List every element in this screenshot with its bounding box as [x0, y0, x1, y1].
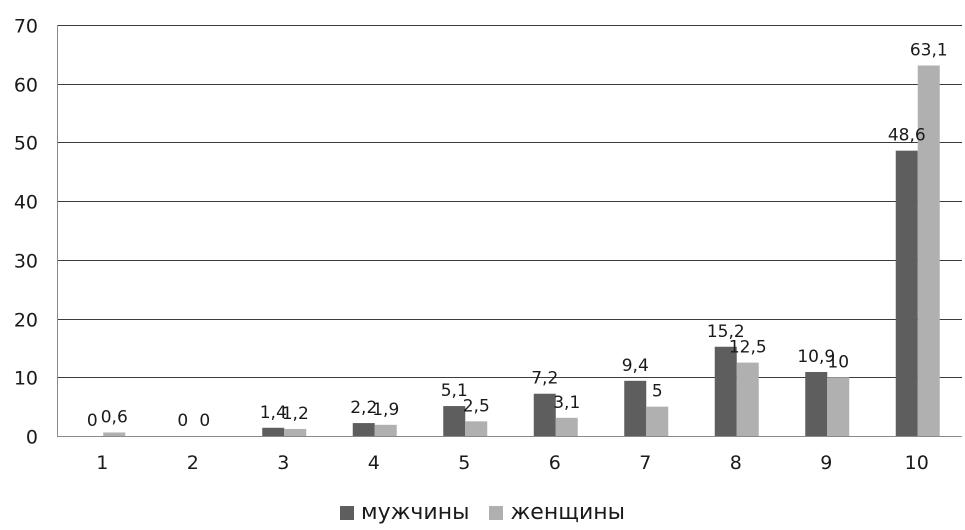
- data-label-women: 0,6: [101, 407, 128, 427]
- x-tick-label: 7: [639, 452, 651, 474]
- data-label-men: 2,2: [350, 398, 377, 418]
- data-label-women: 12,5: [729, 338, 767, 358]
- data-label-men: 15,2: [707, 322, 745, 342]
- bar-men: [443, 406, 466, 436]
- bar-women: [646, 406, 669, 436]
- data-label-women: 3,1: [553, 393, 580, 413]
- bars: [103, 65, 940, 437]
- x-tick-label: 2: [187, 452, 199, 474]
- data-label-women: 1,9: [372, 400, 399, 420]
- data-label-women: 5: [652, 382, 663, 402]
- bar-women: [917, 65, 940, 437]
- bar-women: [827, 377, 850, 436]
- bar-men: [714, 346, 737, 436]
- data-label-women: 2,5: [463, 396, 490, 416]
- data-label-men: 10,9: [797, 347, 835, 367]
- data-label-men: 0: [87, 411, 98, 431]
- y-tick-label: 50: [14, 133, 38, 155]
- legend: мужчины женщины: [0, 500, 965, 525]
- x-tick-label: 3: [277, 452, 289, 474]
- data-label-women: 0: [199, 411, 210, 431]
- bar-women: [284, 428, 307, 436]
- data-label-men: 48,6: [888, 126, 926, 146]
- legend-label-men: мужчины: [360, 500, 470, 525]
- x-tick-label: 6: [549, 452, 561, 474]
- x-tick-label: 5: [458, 452, 470, 474]
- y-tick-label: 20: [14, 310, 38, 332]
- y-tick-label: 30: [14, 251, 38, 273]
- legend-swatch-women: [489, 505, 504, 520]
- x-tick-label: 10: [905, 452, 929, 474]
- data-label-women: 63,1: [910, 41, 948, 61]
- data-label-men: 1,4: [260, 403, 287, 423]
- bar-women: [374, 424, 397, 436]
- bar-men: [805, 372, 828, 436]
- data-label-men: 7,2: [531, 369, 558, 389]
- bar-men: [895, 150, 918, 437]
- data-label-men: 5,1: [441, 381, 468, 401]
- bar-women: [103, 432, 126, 436]
- x-tick-label: 8: [730, 452, 742, 474]
- bar-women: [555, 417, 578, 436]
- legend-label-women: женщины: [510, 500, 625, 525]
- data-label-women: 1,2: [282, 404, 309, 424]
- x-tick-label: 9: [820, 452, 832, 474]
- y-tick-label: 0: [26, 427, 38, 449]
- bar-men: [262, 427, 285, 436]
- y-tick-label: 10: [14, 368, 38, 390]
- x-tick-label: 1: [96, 452, 108, 474]
- bar-women: [465, 421, 488, 436]
- gridlines: [57, 25, 962, 437]
- data-label-men: 0: [177, 411, 188, 431]
- bar-women: [736, 362, 759, 436]
- y-tick-label: 40: [14, 192, 38, 214]
- y-tick-label: 70: [14, 16, 38, 38]
- data-labels: 0 0,6 0 0 1,41,2 2,21,95,12,57,23,19,4515,212…: [87, 41, 948, 431]
- bar-men: [352, 423, 375, 436]
- bar-men: [624, 380, 647, 436]
- legend-item-women: женщины: [489, 500, 625, 525]
- x-axis-tick-labels: 1 2 3 4 5 6 7 8 9 10: [96, 452, 929, 474]
- y-tick-label: 60: [14, 75, 38, 97]
- data-label-women: 10: [827, 352, 849, 372]
- bar-men: [533, 393, 556, 436]
- legend-item-men: мужчины: [339, 500, 470, 525]
- x-tick-label: 4: [368, 452, 380, 474]
- legend-swatch-men: [339, 505, 354, 520]
- y-axis-tick-labels: 0 10 20 30 40 50 60 70: [14, 16, 38, 449]
- data-label-men: 9,4: [622, 356, 649, 376]
